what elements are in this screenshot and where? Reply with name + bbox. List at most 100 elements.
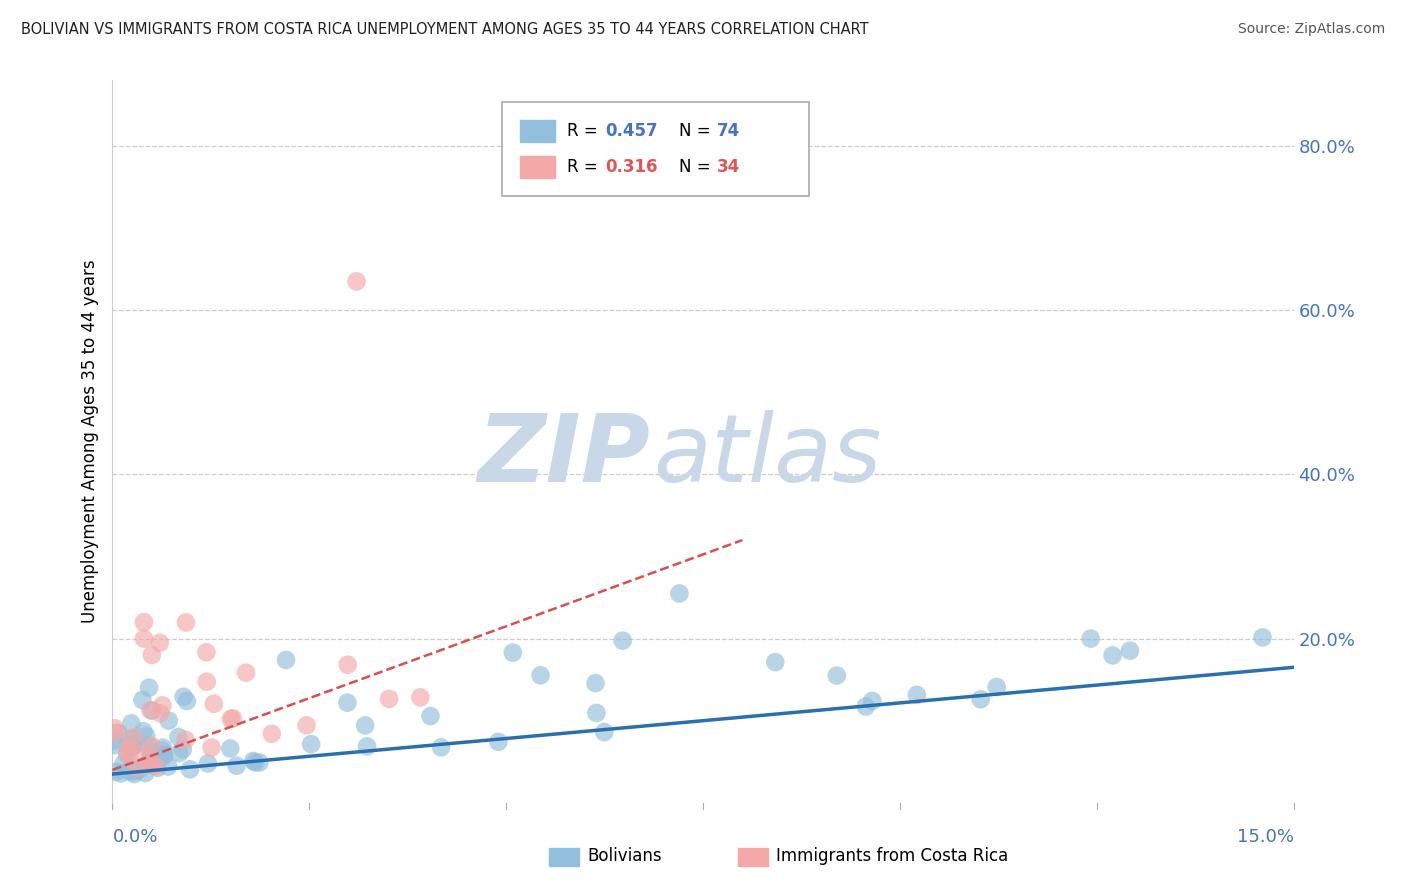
Text: 34: 34 — [717, 158, 741, 176]
Text: Source: ZipAtlas.com: Source: ZipAtlas.com — [1237, 22, 1385, 37]
Point — [202, 697, 225, 711]
Point — [139, 749, 162, 764]
Text: BOLIVIAN VS IMMIGRANTS FROM COSTA RICA UNEMPLOYMENT AMONG AGES 35 TO 44 YEARS CO: BOLIVIAN VS IMMIGRANTS FROM COSTA RICA U… — [21, 22, 869, 37]
Point — [860, 694, 883, 708]
Point — [219, 712, 242, 726]
Point — [179, 762, 201, 776]
Point — [149, 706, 172, 721]
Point — [103, 733, 125, 747]
Point — [174, 615, 197, 630]
Point — [138, 739, 160, 753]
Point — [167, 730, 190, 744]
Point — [585, 676, 607, 690]
Point — [132, 747, 155, 761]
Text: R =: R = — [567, 158, 603, 176]
Point — [115, 747, 138, 761]
Text: R =: R = — [567, 122, 603, 140]
Point — [149, 636, 172, 650]
Point — [1101, 648, 1123, 663]
Point — [430, 740, 453, 755]
Point — [118, 741, 141, 756]
Point — [167, 746, 190, 760]
Point — [112, 757, 135, 772]
Point — [138, 681, 160, 695]
Point — [122, 739, 145, 753]
Point — [219, 741, 242, 756]
Y-axis label: Unemployment Among Ages 35 to 44 years: Unemployment Among Ages 35 to 44 years — [80, 260, 98, 624]
Text: 0.0%: 0.0% — [112, 828, 157, 846]
Point — [141, 648, 163, 662]
Point — [905, 688, 928, 702]
Bar — [550, 847, 579, 865]
Point — [242, 754, 264, 768]
Point — [152, 740, 174, 755]
Point — [247, 756, 270, 770]
Point — [136, 756, 159, 771]
Point — [195, 645, 218, 659]
Point — [104, 721, 127, 735]
Point — [200, 740, 222, 755]
Point — [139, 703, 162, 717]
Point — [122, 764, 145, 779]
Point — [134, 766, 156, 780]
Point — [356, 739, 378, 754]
Point — [118, 742, 141, 756]
Point — [139, 752, 162, 766]
Point — [593, 725, 616, 739]
Text: Bolivians: Bolivians — [588, 847, 662, 865]
Point — [378, 691, 401, 706]
Point — [132, 724, 155, 739]
Point — [104, 725, 127, 739]
Point — [336, 657, 359, 672]
Point — [122, 731, 145, 745]
Point — [157, 714, 180, 728]
Point — [157, 759, 180, 773]
Point — [122, 760, 145, 774]
Point — [1080, 632, 1102, 646]
Point — [612, 633, 634, 648]
Point — [117, 732, 139, 747]
Point — [336, 696, 359, 710]
Point — [346, 275, 368, 289]
Point — [132, 632, 155, 646]
Text: 0.316: 0.316 — [605, 158, 658, 176]
Point — [502, 646, 524, 660]
Point — [122, 767, 145, 781]
Point — [172, 742, 194, 756]
Point — [122, 739, 145, 753]
Point — [153, 747, 176, 762]
Point — [197, 756, 219, 771]
Point — [173, 690, 195, 704]
Point — [145, 759, 167, 773]
Point — [529, 668, 551, 682]
Point — [299, 737, 322, 751]
Point — [668, 586, 690, 600]
Point — [153, 749, 176, 764]
FancyBboxPatch shape — [502, 102, 810, 196]
Text: ZIP: ZIP — [477, 410, 650, 502]
Point — [131, 693, 153, 707]
Point — [141, 704, 163, 718]
Bar — [520, 156, 555, 178]
Point — [139, 745, 162, 759]
Point — [986, 680, 1008, 694]
Text: 0.457: 0.457 — [605, 122, 658, 140]
Point — [129, 762, 152, 776]
Point — [124, 763, 146, 777]
Point — [107, 726, 129, 740]
Point — [260, 727, 283, 741]
Point — [150, 744, 173, 758]
Point — [1119, 643, 1142, 657]
Text: N =: N = — [679, 158, 716, 176]
Point — [125, 760, 148, 774]
Point — [142, 758, 165, 772]
Point — [141, 739, 163, 753]
Text: 74: 74 — [717, 122, 741, 140]
Text: atlas: atlas — [654, 410, 882, 501]
Point — [225, 758, 247, 772]
Point — [104, 764, 127, 779]
Point — [354, 718, 377, 732]
Point — [120, 716, 142, 731]
Bar — [738, 847, 768, 865]
Point — [121, 739, 143, 754]
